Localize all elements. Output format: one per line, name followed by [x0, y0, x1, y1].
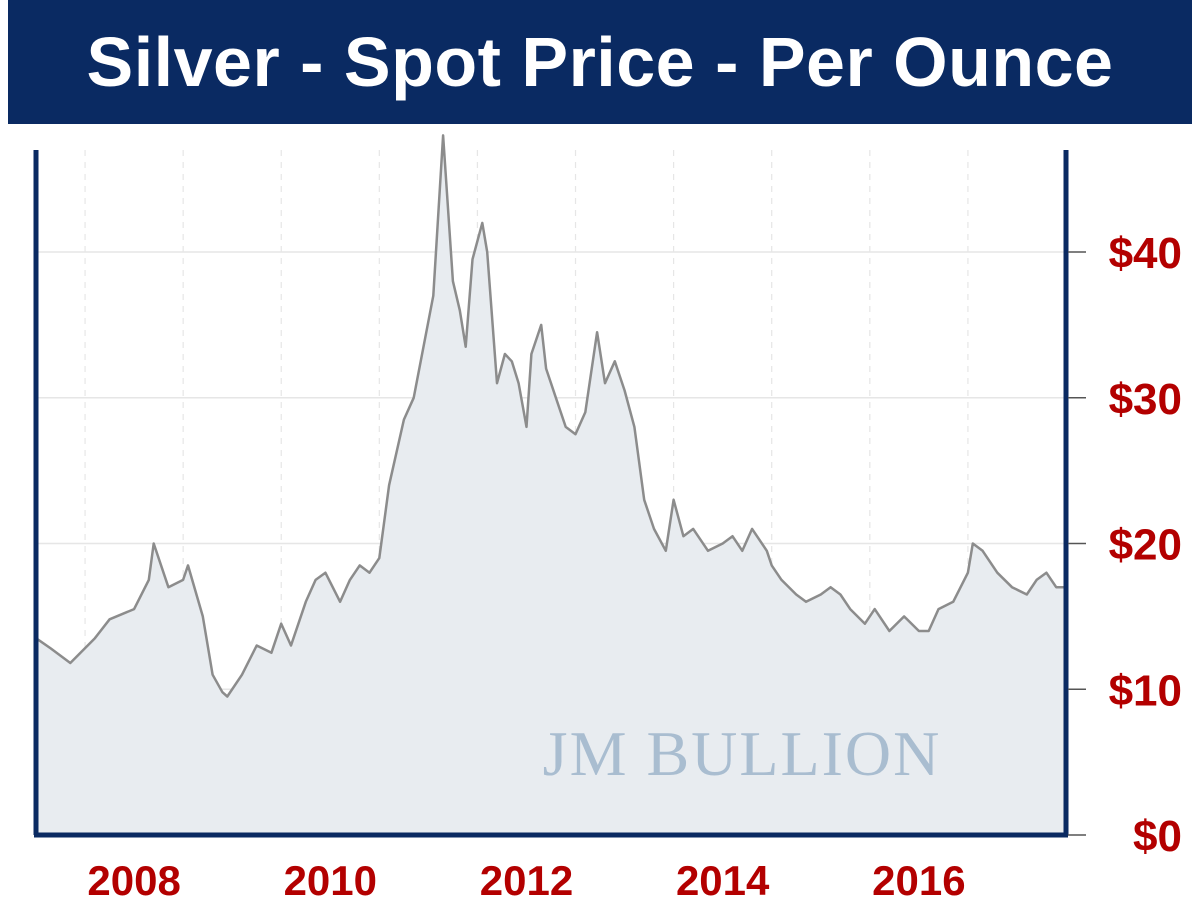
plot-frame [33, 150, 1069, 838]
price-series-line [35, 134, 1066, 698]
price-area [36, 135, 1066, 835]
x-tick-label-0: 2008 [87, 857, 180, 900]
x-tick-label-1: 2010 [284, 857, 377, 900]
watermark-layer: JM BULLION [543, 718, 942, 789]
chart-title: Silver - Spot Price - Per Ounce [86, 23, 1114, 101]
watermark-logo: JM BULLION [543, 718, 942, 789]
y-tick-label-3: $30 [1109, 375, 1182, 424]
y-tick-label-4: $40 [1109, 229, 1182, 278]
y-tick-label-1: $10 [1109, 666, 1182, 715]
x-tick-label-2: 2012 [480, 857, 573, 900]
y-tick-label-0: $0 [1133, 812, 1182, 861]
y-axis-ticks: $0 $10 $20 $30 $40 [1068, 229, 1182, 861]
x-tick-label-4: 2016 [872, 857, 965, 900]
x-axis-ticks: 2008 2010 2012 2014 2016 [87, 857, 965, 900]
title-bar: Silver - Spot Price - Per Ounce [8, 0, 1192, 124]
x-tick-label-3: 2014 [676, 857, 770, 900]
y-tick-label-2: $20 [1109, 521, 1182, 570]
price-line [35, 134, 1066, 698]
price-area-fill [36, 135, 1066, 835]
